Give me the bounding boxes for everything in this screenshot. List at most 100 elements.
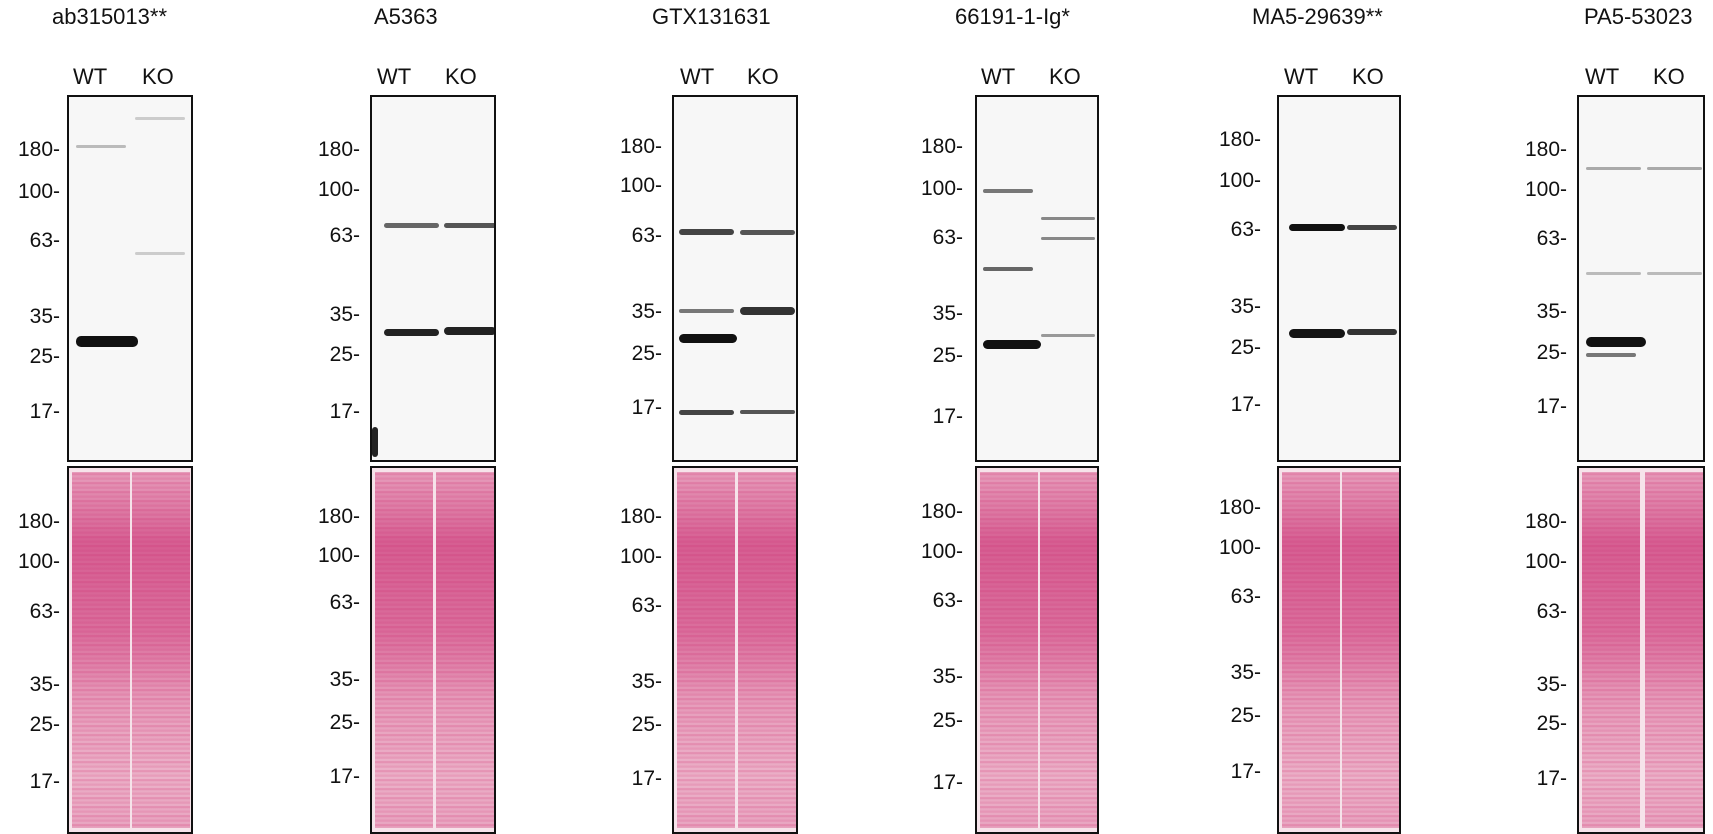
mw-marker: 63- (29, 229, 60, 252)
mw-marker: 25- (631, 713, 662, 736)
mw-marker: 100- (619, 174, 662, 197)
mw-marker: 180- (920, 135, 963, 158)
mw-marker: 25- (29, 345, 60, 368)
stain-lane (1282, 472, 1340, 828)
antibody-title: PA5-53023 (1584, 4, 1693, 29)
mw-marker: 25- (29, 713, 60, 736)
band (135, 252, 185, 255)
band (1289, 329, 1345, 338)
mw-marker: 35- (631, 670, 662, 693)
western-blot-image (975, 95, 1099, 462)
lane-label-ko: KO (445, 64, 477, 89)
mw-marker: 180- (17, 138, 60, 161)
mw-marker: 25- (1536, 712, 1567, 735)
stain-lane (1582, 472, 1640, 828)
mw-marker: 100- (920, 177, 963, 200)
mw-marker: 35- (329, 668, 360, 691)
mw-marker: 17- (1230, 393, 1261, 416)
antibody-title: GTX131631 (652, 4, 771, 29)
mw-marker: 180- (1218, 496, 1261, 519)
mw-marker: 17- (329, 400, 360, 423)
mw-marker: 100- (317, 178, 360, 201)
blot-panel-2: A5363 WT KO 180- 100- 63- 35- 25- 17- 18… (302, 0, 502, 834)
mw-marker: 25- (932, 344, 963, 367)
ponceau-stain-image (672, 466, 798, 834)
ponceau-stain-image (1577, 466, 1705, 834)
stain-lane (375, 472, 433, 828)
mw-marker: 17- (29, 770, 60, 793)
western-blot-image (1277, 95, 1401, 462)
band (1647, 167, 1702, 170)
blot-panel-5: MA5-29639** WT KO 180- 100- 63- 35- 25- … (1207, 0, 1407, 834)
lane-label-ko: KO (1653, 64, 1685, 89)
band (740, 230, 795, 235)
mw-marker: 180- (1524, 510, 1567, 533)
band (679, 410, 734, 415)
stain-lane (132, 472, 190, 828)
lane-label-ko: KO (1049, 64, 1081, 89)
band (372, 427, 378, 457)
antibody-title: 66191-1-Ig* (955, 4, 1070, 29)
band (740, 307, 795, 315)
mw-marker: 180- (619, 505, 662, 528)
lane-label-wt: WT (73, 64, 108, 89)
mw-marker: 35- (1230, 295, 1261, 318)
band (1347, 329, 1397, 335)
mw-marker: 100- (17, 180, 60, 203)
mw-marker: 63- (1230, 218, 1261, 241)
western-blot-image (67, 95, 193, 462)
blot-panel-6: PA5-53023 WT KO 180- 100- 63- 35- 25- 17… (1509, 0, 1713, 834)
blot-panel-4: 66191-1-Ig* WT KO 180- 100- 63- 35- 25- … (905, 0, 1105, 834)
band (1289, 224, 1345, 231)
lane-label-wt: WT (981, 64, 1016, 89)
mw-marker: 63- (631, 594, 662, 617)
band (983, 340, 1041, 349)
lane-label-ko: KO (1352, 64, 1384, 89)
band (1041, 334, 1095, 337)
band (384, 223, 439, 228)
antibody-title: A5363 (374, 4, 438, 29)
mw-marker: 63- (29, 600, 60, 623)
antibody-title: ab315013** (52, 4, 168, 29)
ponceau-stain-image (370, 466, 496, 834)
band (679, 334, 737, 343)
mw-marker: 100- (1524, 178, 1567, 201)
stain-lane (738, 472, 796, 828)
mw-marker: 35- (932, 665, 963, 688)
band (679, 309, 734, 313)
mw-marker: 17- (329, 765, 360, 788)
lane-label-wt: WT (1585, 64, 1620, 89)
mw-marker: 63- (329, 224, 360, 247)
mw-marker: 35- (1230, 661, 1261, 684)
mw-marker: 100- (317, 544, 360, 567)
stain-lane (72, 472, 130, 828)
band (76, 145, 126, 148)
mw-marker: 25- (329, 711, 360, 734)
mw-marker: 35- (932, 302, 963, 325)
mw-marker: 17- (631, 767, 662, 790)
lane-label-wt: WT (1284, 64, 1319, 89)
band (1347, 225, 1397, 230)
band (983, 189, 1033, 193)
mw-marker: 17- (1536, 395, 1567, 418)
mw-marker: 100- (1524, 550, 1567, 573)
mw-marker: 35- (329, 303, 360, 326)
mw-marker: 180- (1524, 138, 1567, 161)
band (1586, 272, 1641, 275)
stain-lane (980, 472, 1038, 828)
mw-marker: 180- (317, 138, 360, 161)
antibody-title: MA5-29639** (1252, 4, 1383, 29)
mw-marker: 35- (631, 300, 662, 323)
mw-marker: 17- (1230, 760, 1261, 783)
ponceau-stain-image (1277, 466, 1401, 834)
mw-marker: 180- (317, 505, 360, 528)
mw-marker: 35- (29, 305, 60, 328)
band (983, 267, 1033, 271)
mw-marker: 17- (932, 405, 963, 428)
blot-panel-3: GTX131631 WT KO 180- 100- 63- 35- 25- 17… (604, 0, 804, 834)
mw-marker: 25- (1230, 336, 1261, 359)
mw-marker: 100- (920, 540, 963, 563)
band (135, 117, 185, 120)
mw-marker: 25- (932, 709, 963, 732)
